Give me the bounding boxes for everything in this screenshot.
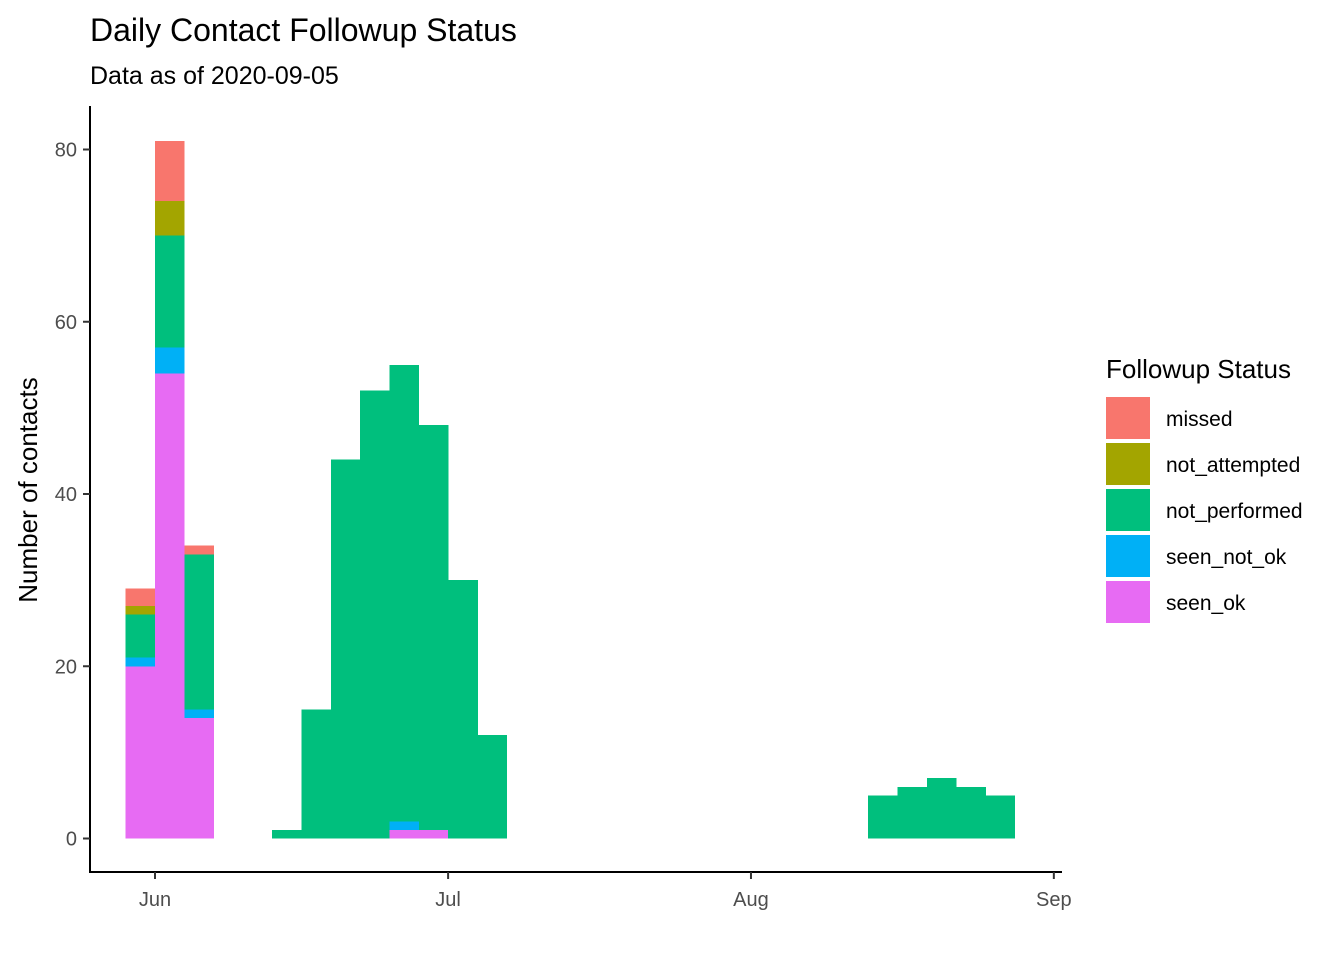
legend: Followup Status missed not_attempted not_p… <box>1106 354 1303 623</box>
bar-segment-not-performed <box>926 778 957 839</box>
bar-segment-not-performed <box>868 795 898 839</box>
bar-segment-not-performed <box>956 786 986 839</box>
bar-segment-not-performed <box>897 786 928 839</box>
y-tick-label: 20 <box>55 656 77 678</box>
x-tick-label: Sep <box>1036 889 1072 911</box>
bar-segment-not-attempted <box>155 201 185 236</box>
legend-label: missed <box>1166 408 1233 431</box>
y-tick-label: 80 <box>55 140 77 162</box>
y-tick-label: 60 <box>55 312 77 334</box>
bar-segment-seen-ok <box>125 666 156 839</box>
bar-segment-seen-ok <box>155 373 185 839</box>
legend-label: not_performed <box>1166 500 1303 523</box>
bar-segment-not-performed <box>184 554 215 710</box>
legend-label: not_attempted <box>1166 454 1300 477</box>
axes: 0 20 40 60 80 Jun Jul Aug Sep <box>55 106 1072 911</box>
bar-segment-seen-ok <box>418 829 449 839</box>
legend-title: Followup Status <box>1106 354 1291 384</box>
bar-segment-missed <box>125 588 156 606</box>
bar-segment-seen-ok <box>389 829 420 839</box>
bar-segment-not-performed <box>272 829 302 839</box>
bar-segment-not-performed <box>985 795 1016 839</box>
bar-segment-seen-not-ok <box>184 709 215 718</box>
bar-segment-not-performed <box>125 614 156 658</box>
bar-segment-seen-ok <box>184 717 215 839</box>
bar-segment-not-performed <box>448 580 478 839</box>
bar-segment-not-attempted <box>125 605 156 615</box>
bar-segment-seen-not-ok <box>389 821 420 830</box>
legend-items: missed not_attempted not_performed seen_not… <box>1106 397 1303 623</box>
legend-key-seen-not-ok <box>1106 535 1150 577</box>
legend-key-seen-ok <box>1106 581 1150 623</box>
y-tick-label: 40 <box>55 484 77 506</box>
bar-segment-not-performed <box>330 459 361 839</box>
legend-key-missed <box>1106 397 1150 439</box>
chart-subtitle: Data as of 2020-09-05 <box>90 62 339 90</box>
bar-segment-not-performed <box>418 425 449 830</box>
y-tick-label: 0 <box>66 829 77 851</box>
bar-segment-not-performed <box>360 390 390 839</box>
legend-label: seen_ok <box>1166 592 1246 615</box>
bar-segment-not-performed <box>389 364 420 822</box>
bar-segment-missed <box>184 545 215 555</box>
chart-title: Daily Contact Followup Status <box>90 12 517 48</box>
bar-segment-not-performed <box>155 235 185 348</box>
bar-segment-missed <box>155 140 185 202</box>
x-ticks: Jun Jul Aug Sep <box>139 872 1072 911</box>
y-ticks: 0 20 40 60 80 <box>55 140 90 851</box>
bars-layer <box>125 140 1016 839</box>
bar-segment-not-performed <box>477 735 508 839</box>
bar-segment-seen-not-ok <box>155 347 185 374</box>
bar-segment-not-performed <box>301 709 332 839</box>
x-tick-label: Jul <box>435 889 461 911</box>
legend-key-not-attempted <box>1106 443 1150 485</box>
x-tick-label: Aug <box>733 889 769 911</box>
x-tick-label: Jun <box>139 889 171 911</box>
y-axis-label: Number of contacts <box>13 377 43 602</box>
bar-segment-seen-not-ok <box>125 657 156 667</box>
legend-key-not-performed <box>1106 489 1150 531</box>
legend-label: seen_not_ok <box>1166 546 1287 569</box>
